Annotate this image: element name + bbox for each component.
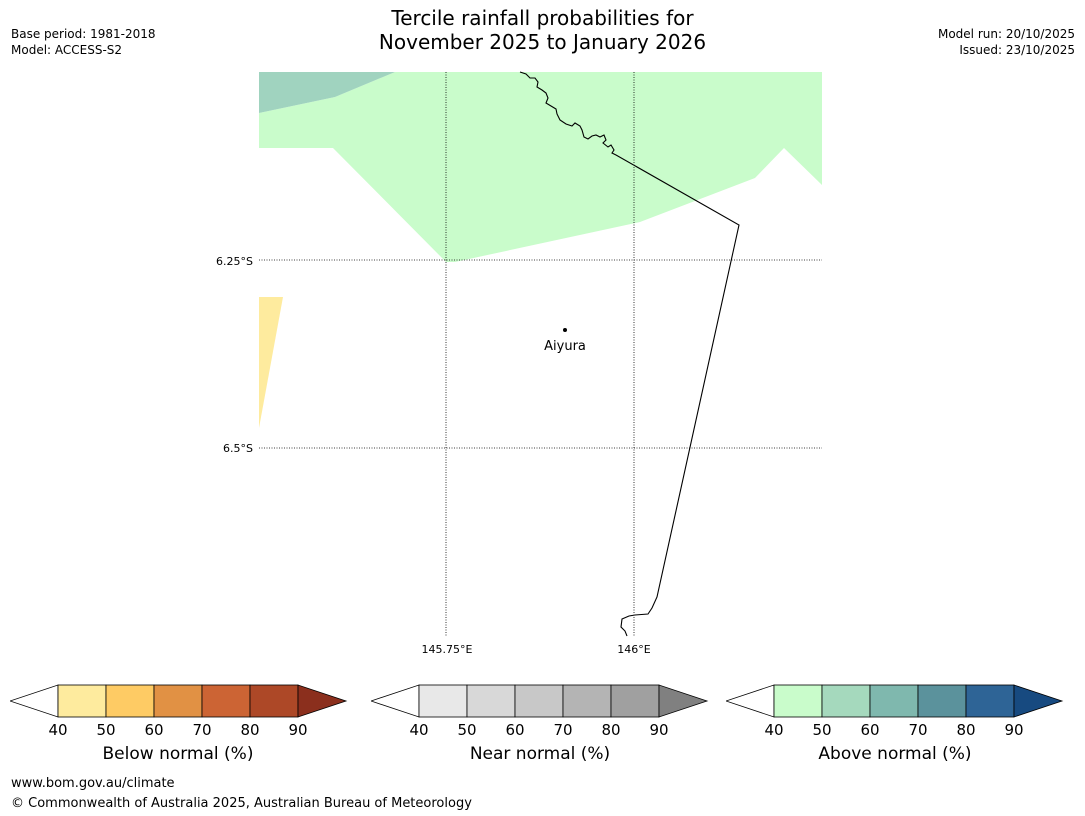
colorbar-near-normal-title: Near normal (%) (469, 744, 611, 764)
colorbar-tick-label: 70 (192, 721, 211, 739)
colorbar-under-arrow (726, 684, 775, 718)
colorbar-bin (514, 684, 564, 718)
colorbar-bin (57, 684, 107, 718)
issued-date: Issued: 23/10/2025 (959, 43, 1075, 57)
colorbar-over-arrow (658, 684, 709, 718)
place-label: Aiyura (544, 339, 586, 354)
colorbar-near-normal: 40 50 60 70 80 90 (371, 684, 709, 739)
colorbar-tick-label: 60 (144, 721, 163, 739)
colorbar-tick-label: 80 (601, 721, 620, 739)
place-marker (563, 328, 567, 332)
colorbar-tick-label: 50 (96, 721, 115, 739)
colorbar-tick-label: 70 (908, 721, 927, 739)
footer-copyright: © Commonwealth of Australia 2025, Austra… (11, 796, 472, 811)
colorbar-bin (610, 684, 660, 718)
colorbar-bin (917, 684, 967, 718)
colorbar-under-arrow (10, 684, 59, 718)
colorbar-tick-label: 60 (505, 721, 524, 739)
colorbar-tick-label: 80 (956, 721, 975, 739)
colorbar-tick-label: 70 (553, 721, 572, 739)
colorbar-over-arrow (1013, 684, 1064, 718)
colorbar-tick-label: 40 (409, 721, 428, 739)
lat-label-6-25: 6.25°S (216, 255, 253, 268)
colorbar-bin (466, 684, 516, 718)
model-name: Model: ACCESS-S2 (11, 43, 123, 57)
colorbar-bin (249, 684, 299, 718)
meta-right: Model run: 20/10/2025 Issued: 23/10/2025 (938, 26, 1075, 58)
colorbar-bin (418, 684, 468, 718)
region-above-40-50 (259, 72, 822, 262)
colorbar-bin (869, 684, 919, 718)
lon-label-145-75: 145.75°E (422, 643, 473, 656)
colorbar-over-arrow (297, 684, 348, 718)
colorbar-bin (562, 684, 612, 718)
colorbar-bin (201, 684, 251, 718)
colorbar-tick-label: 40 (48, 721, 67, 739)
coastline-border (519, 71, 740, 637)
colorbar-tick-label: 50 (812, 721, 831, 739)
colorbar-bin (105, 684, 155, 718)
colorbar-bin (773, 684, 823, 718)
colorbar-tick-label: 90 (1004, 721, 1023, 739)
colorbar-under-arrow (371, 684, 420, 718)
title-line-1: Tercile rainfall probabilities for (391, 6, 694, 30)
colorbar-tick-label: 40 (764, 721, 783, 739)
footer-website: www.bom.gov.au/climate (11, 776, 175, 791)
lat-label-6-5: 6.5°S (223, 442, 253, 455)
base-period: Base period: 1981-2018 (11, 27, 156, 41)
colorbar-tick-label: 90 (288, 721, 307, 739)
colorbar-bin (821, 684, 871, 718)
colorbar-above-normal: 40 50 60 70 80 90 (726, 684, 1064, 739)
lon-label-146: 146°E (617, 643, 650, 656)
colorbar-below-normal-title: Below normal (%) (102, 744, 254, 764)
colorbar-bin (965, 684, 1015, 718)
colorbar-bin (153, 684, 203, 718)
region-below-40-50 (259, 297, 283, 428)
colorbar-tick-label: 90 (649, 721, 668, 739)
colorbar-tick-label: 50 (457, 721, 476, 739)
meta-left: Base period: 1981-2018 Model: ACCESS-S2 (11, 26, 156, 58)
region-above-50-60 (259, 72, 395, 113)
forecast-map: Aiyura 6.25°S 6.5°S 145.75°E 146°E (216, 71, 822, 656)
colorbar-above-normal-title: Above normal (%) (818, 744, 972, 764)
chart-title: Tercile rainfall probabilities for Novem… (0, 6, 1085, 54)
graticule (259, 72, 822, 636)
colorbar-tick-label: 80 (240, 721, 259, 739)
model-run: Model run: 20/10/2025 (937, 27, 1075, 41)
colorbar-tick-label: 60 (860, 721, 879, 739)
title-line-2: November 2025 to January 2026 (378, 30, 707, 54)
colorbar-below-normal: 40 50 60 70 80 90 (10, 684, 348, 739)
